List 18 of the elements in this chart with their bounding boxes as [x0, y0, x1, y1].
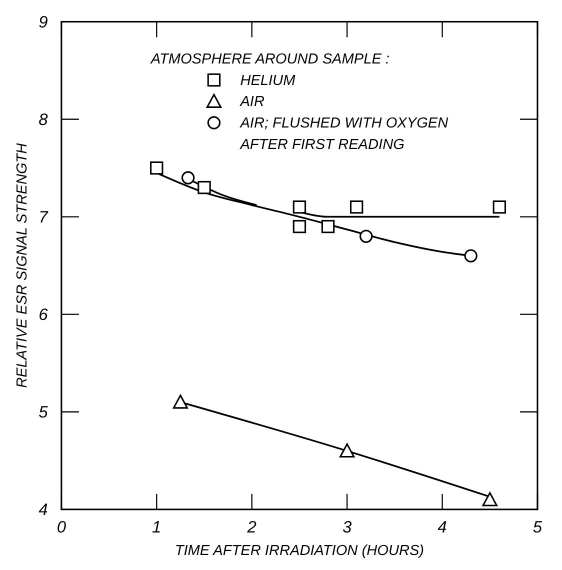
legend-label: AIR; FLUSHED WITH OXYGEN AFTER FIRST READING — [239, 116, 449, 153]
y-tick-label: 5 — [38, 404, 49, 422]
x-tick-label: 1 — [152, 518, 162, 537]
y-tick-label: 7 — [38, 208, 49, 227]
x-axis-title: TIME AFTER IRRADIATION (HOURS) — [174, 543, 424, 560]
x-tick-label: 2 — [246, 518, 256, 537]
y-tick-label: 4 — [38, 501, 48, 520]
legend-title: ATMOSPHERE AROUND SAMPLE : — [150, 51, 390, 68]
y-tick-label: 8 — [38, 111, 49, 130]
x-tick-label: 0 — [56, 518, 67, 537]
x-tick-label: 3 — [342, 518, 352, 537]
x-tick-label: 5 — [532, 518, 543, 537]
legend-label: AIR — [239, 94, 265, 110]
y-tick-label: 9 — [38, 14, 48, 32]
y-axis-title: RELATIVE ESR SIGNAL STRENGTH — [14, 142, 30, 388]
x-tick-label: 4 — [438, 518, 447, 537]
y-tick-label: 6 — [38, 306, 49, 324]
legend-label: HELIUM — [240, 72, 296, 89]
